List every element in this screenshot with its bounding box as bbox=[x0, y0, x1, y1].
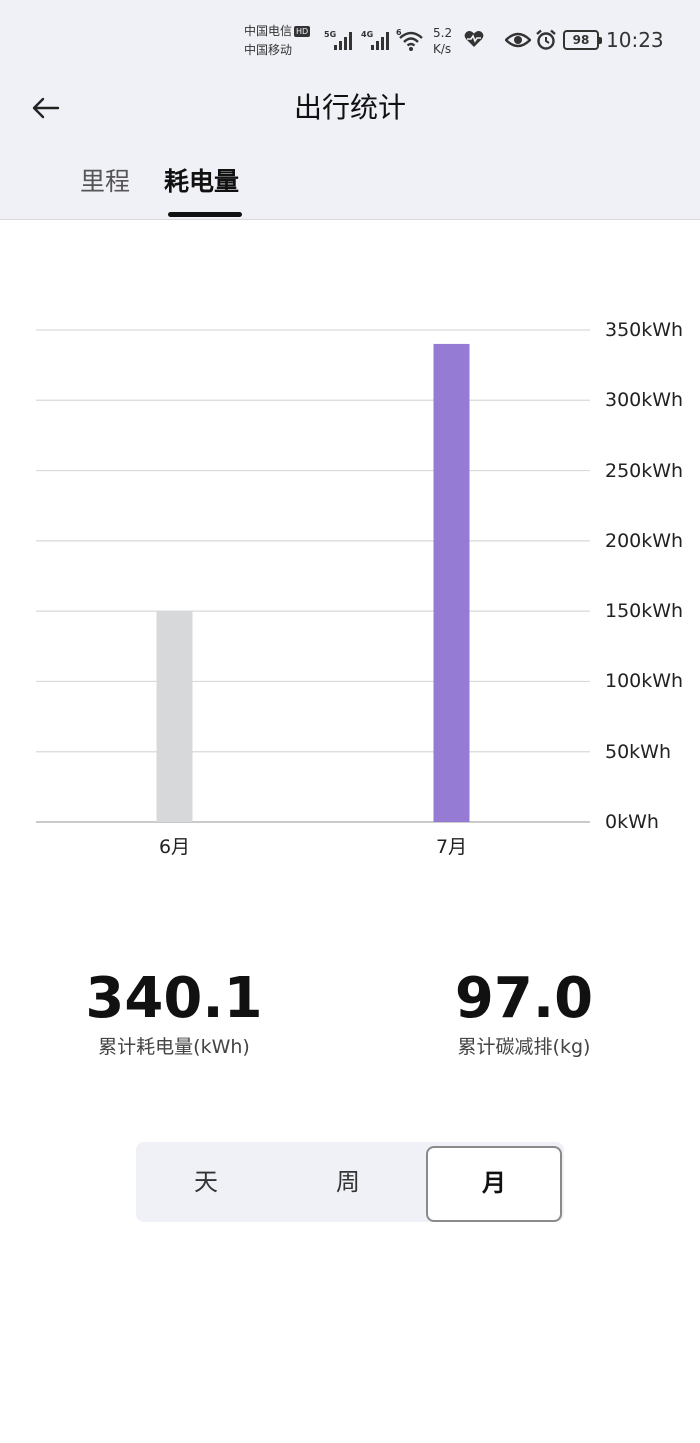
back-button[interactable] bbox=[28, 90, 64, 126]
arrow-left-icon bbox=[32, 97, 60, 119]
total-energy-value: 340.1 bbox=[85, 966, 263, 1031]
hd-badge: HD bbox=[294, 26, 311, 37]
x-tick-label: 6月 bbox=[158, 836, 191, 858]
signal-icon: 4G bbox=[361, 30, 393, 50]
wifi-icon: 6 bbox=[396, 28, 424, 52]
signal-tag-4g: 4G bbox=[361, 30, 374, 39]
clock: 10:23 bbox=[606, 28, 664, 52]
carbon-reduction-label: 累计碳减排(kg) bbox=[457, 1036, 591, 1058]
carbon-reduction-value: 97.0 bbox=[454, 966, 594, 1031]
net-speed-value: 5.2 bbox=[433, 26, 453, 40]
bar[interactable] bbox=[433, 343, 470, 822]
y-tick-label: 250kWh bbox=[605, 459, 684, 482]
stat-total-energy: 340.1 累计耗电量(kWh) bbox=[24, 968, 324, 1060]
net-speed-unit: K/s bbox=[433, 42, 452, 56]
heart-icon bbox=[463, 28, 485, 50]
tab-energy[interactable]: 耗电量 bbox=[164, 167, 240, 196]
bar[interactable] bbox=[156, 611, 193, 822]
energy-bar-chart: 0kWh 50kWh 100kWh 150kWh 200kWh 250kWh 300kWh 3… bbox=[0, 300, 700, 870]
tab-indicator bbox=[168, 212, 242, 217]
y-tick-label: 0kWh bbox=[605, 811, 659, 833]
period-month[interactable]: 月 bbox=[426, 1146, 562, 1222]
header: 出行统计 里程 耗电量 bbox=[0, 80, 700, 220]
wifi-tag: 6 bbox=[396, 28, 402, 37]
period-day[interactable]: 天 bbox=[194, 1168, 218, 1196]
y-tick-label: 150kWh bbox=[605, 600, 684, 623]
battery-icon: 98 bbox=[563, 30, 602, 50]
chart-plot bbox=[36, 329, 590, 823]
x-tick-label: 7月 bbox=[435, 836, 468, 858]
signal-icon: 5G bbox=[324, 30, 356, 50]
alarm-icon bbox=[535, 29, 557, 51]
y-tick-label: 350kWh bbox=[605, 319, 684, 341]
eye-icon bbox=[504, 30, 532, 50]
tab-mileage[interactable]: 里程 bbox=[80, 167, 131, 196]
carrier-2: 中国移动 bbox=[244, 43, 293, 57]
period-week[interactable]: 周 bbox=[336, 1168, 360, 1196]
y-tick-label: 100kWh bbox=[605, 670, 684, 693]
period-selector: 天 周 月 bbox=[136, 1142, 564, 1222]
carrier-info: 中国电信 HD 中国移动 bbox=[244, 22, 311, 60]
stat-carbon-reduction: 97.0 累计碳减排(kg) bbox=[374, 968, 674, 1060]
y-tick-label: 300kWh bbox=[605, 389, 684, 412]
total-energy-label: 累计耗电量(kWh) bbox=[98, 1036, 250, 1058]
signal-tag-5g: 5G bbox=[324, 30, 337, 39]
page-title: 出行统计 bbox=[293, 91, 406, 124]
carrier-1: 中国电信 bbox=[244, 24, 293, 38]
y-tick-label: 200kWh bbox=[605, 529, 684, 552]
status-bar: 中国电信 HD 中国移动 5G 4G 6 5.2 K/s bbox=[0, 0, 700, 80]
y-tick-label: 50kWh bbox=[605, 740, 672, 763]
net-speed: 5.2 K/s bbox=[433, 25, 452, 57]
